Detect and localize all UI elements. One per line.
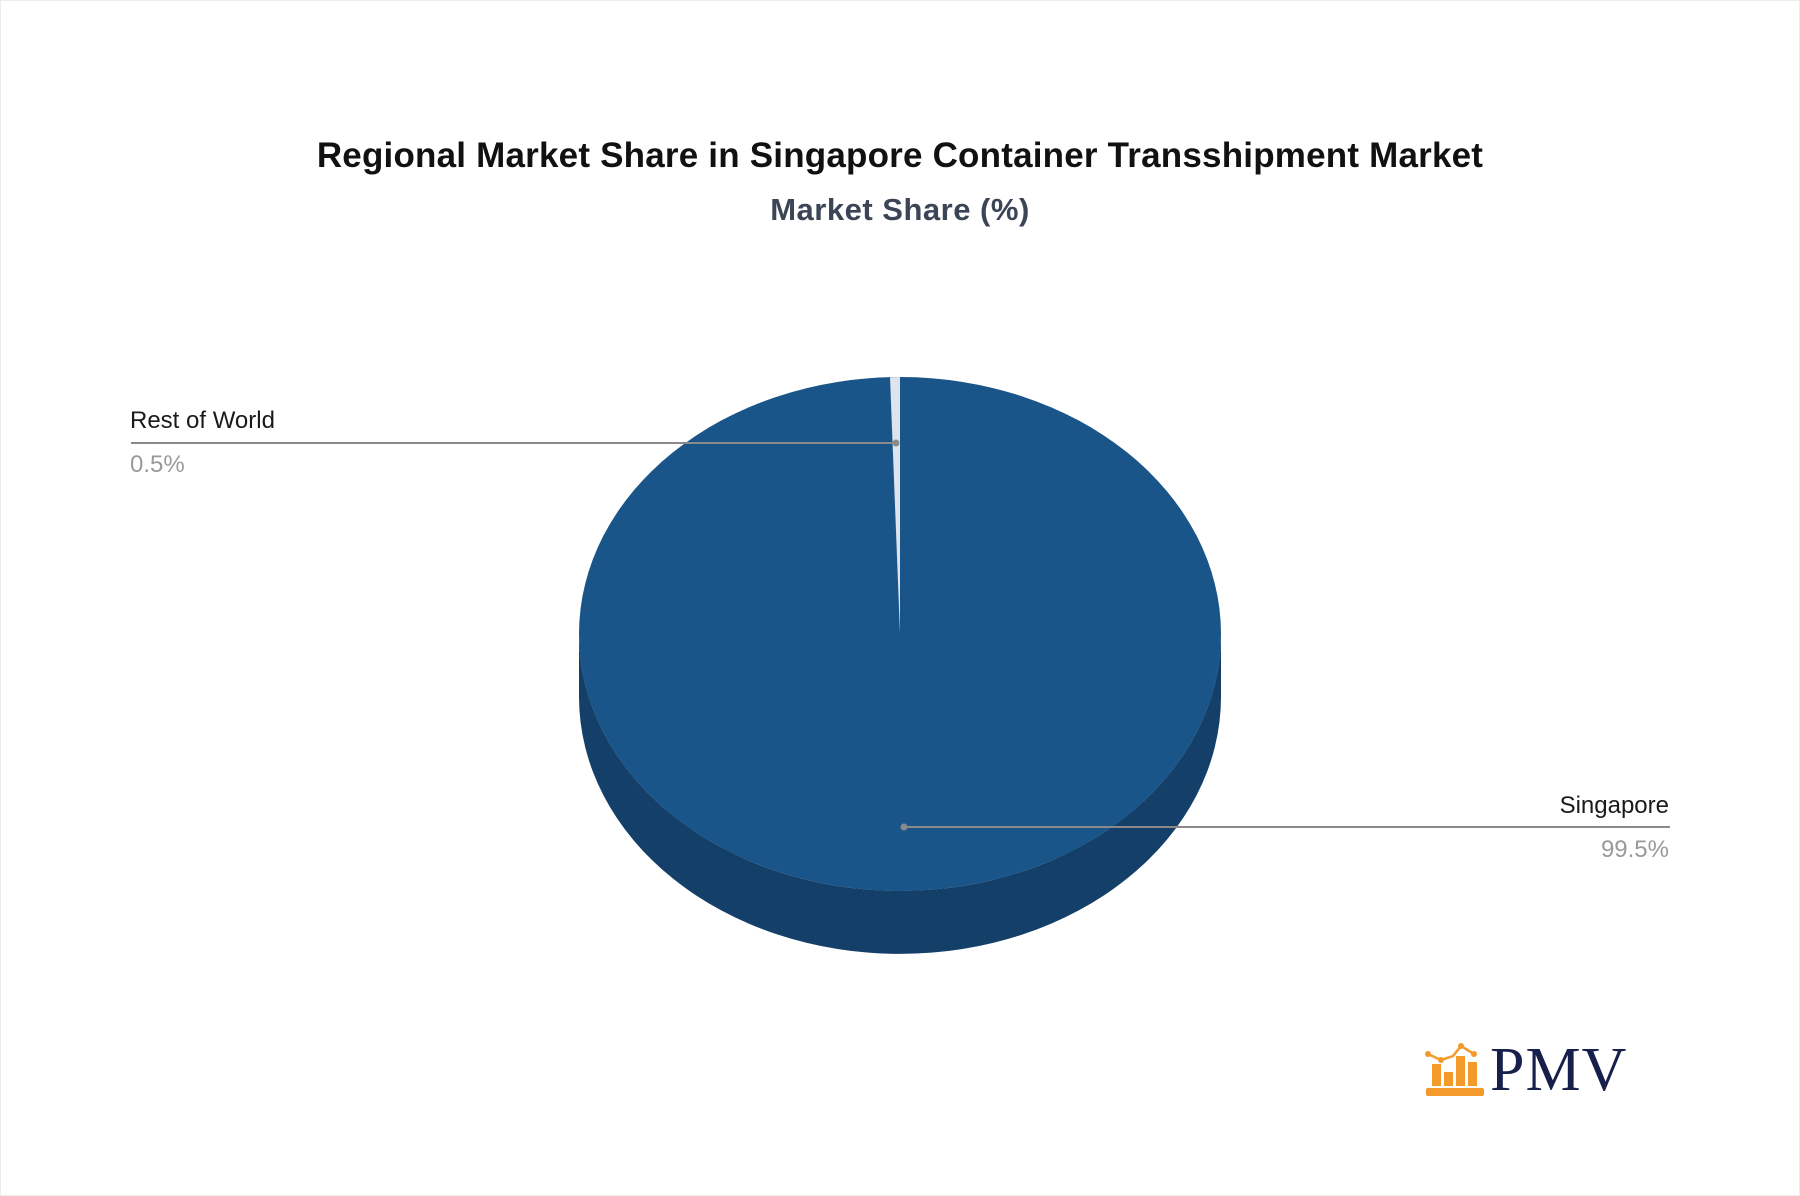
value-rest-of-world: 0.5% — [130, 451, 185, 478]
leader-dot-singapore — [900, 823, 908, 831]
label-singapore: Singapore — [1559, 792, 1669, 819]
leader-dot-rest-of-world — [892, 439, 900, 447]
pie-side-singapore — [579, 634, 1221, 954]
pmv-logo: PMV — [1424, 1036, 1628, 1104]
chart-subtitle: Market Share (%) — [770, 192, 1030, 227]
label-rest-of-world: Rest of World — [130, 407, 275, 434]
logo-text: PMV — [1490, 1036, 1628, 1104]
value-singapore: 99.5% — [1600, 836, 1669, 863]
bar-chart-logo-icon — [1425, 1043, 1484, 1096]
chart-title: Regional Market Share in Singapore Conta… — [316, 136, 1484, 175]
